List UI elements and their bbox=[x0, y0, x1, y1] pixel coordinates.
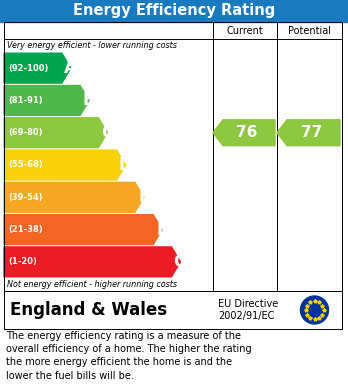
Text: (39-54): (39-54) bbox=[8, 193, 42, 202]
Bar bbox=[4, 291, 342, 329]
Polygon shape bbox=[4, 86, 89, 115]
Text: 76: 76 bbox=[236, 125, 258, 140]
Text: E: E bbox=[138, 188, 150, 206]
Text: G: G bbox=[174, 253, 187, 271]
Polygon shape bbox=[4, 247, 181, 277]
Text: Energy Efficiency Rating: Energy Efficiency Rating bbox=[73, 4, 275, 18]
Text: 2002/91/EC: 2002/91/EC bbox=[218, 312, 274, 321]
Polygon shape bbox=[4, 53, 71, 83]
Text: C: C bbox=[101, 124, 113, 142]
Bar bbox=[0, 0, 348, 22]
Text: Not energy efficient - higher running costs: Not energy efficient - higher running co… bbox=[7, 280, 177, 289]
Text: B: B bbox=[83, 91, 95, 109]
Text: Very energy efficient - lower running costs: Very energy efficient - lower running co… bbox=[7, 41, 177, 50]
Polygon shape bbox=[277, 120, 340, 145]
Text: (81-91): (81-91) bbox=[8, 96, 42, 105]
Text: (55-68): (55-68) bbox=[8, 160, 43, 170]
Text: Current: Current bbox=[227, 25, 263, 36]
Text: 77: 77 bbox=[301, 125, 322, 140]
Polygon shape bbox=[4, 182, 144, 212]
Text: (92-100): (92-100) bbox=[8, 64, 48, 73]
Polygon shape bbox=[4, 215, 162, 244]
Circle shape bbox=[301, 296, 329, 324]
Bar bbox=[4, 22, 342, 291]
Text: A: A bbox=[64, 59, 77, 77]
Text: (1-20): (1-20) bbox=[8, 257, 37, 266]
Text: EU Directive: EU Directive bbox=[218, 299, 278, 308]
Polygon shape bbox=[4, 150, 126, 180]
Text: The energy efficiency rating is a measure of the
overall efficiency of a home. T: The energy efficiency rating is a measur… bbox=[6, 331, 252, 380]
Text: F: F bbox=[157, 221, 168, 239]
Polygon shape bbox=[4, 118, 108, 148]
Text: (21-38): (21-38) bbox=[8, 225, 42, 234]
Polygon shape bbox=[213, 120, 275, 145]
Text: England & Wales: England & Wales bbox=[10, 301, 167, 319]
Text: (69-80): (69-80) bbox=[8, 128, 42, 137]
Text: Potential: Potential bbox=[288, 25, 331, 36]
Text: D: D bbox=[119, 156, 133, 174]
